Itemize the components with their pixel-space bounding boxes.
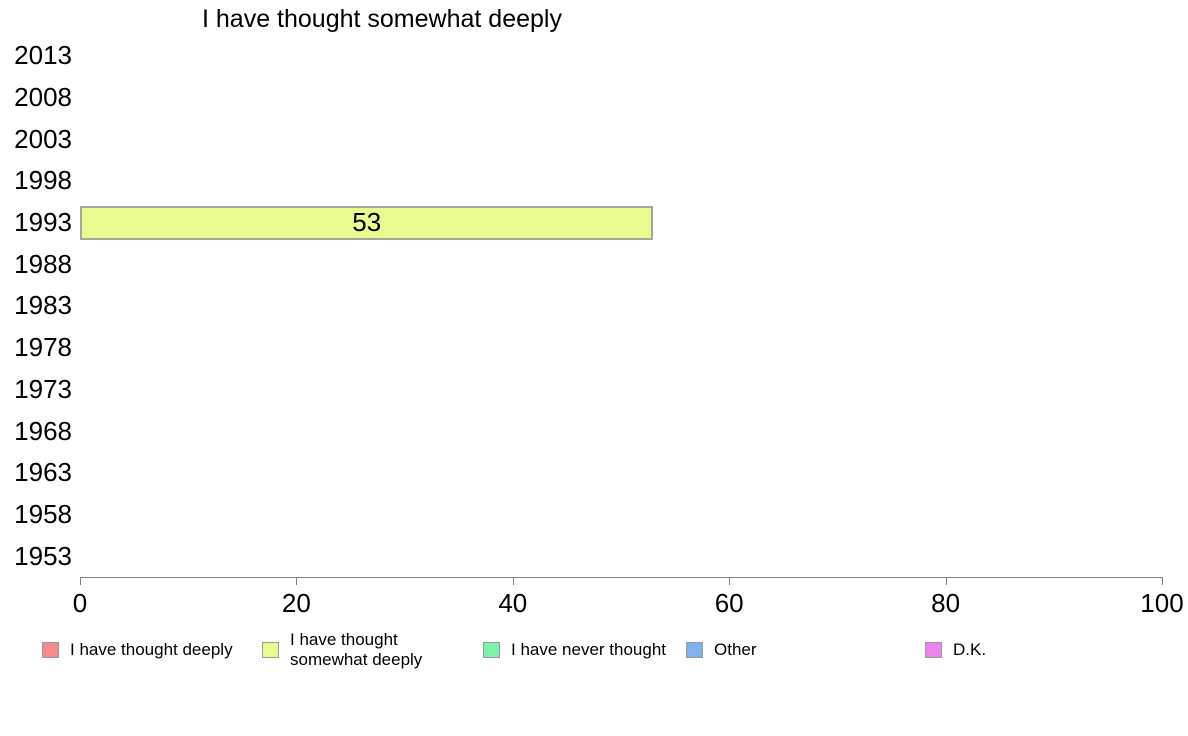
y-axis-label-1953: 1953 bbox=[14, 540, 72, 571]
x-tick-40 bbox=[512, 577, 514, 585]
bar-1993: 53 bbox=[80, 205, 654, 240]
x-tick-100 bbox=[1162, 577, 1163, 585]
x-axis-line bbox=[80, 577, 1162, 578]
chart-title: I have thought somewhat deeply bbox=[202, 5, 562, 33]
legend-label: I have thought somewhat deeply bbox=[290, 629, 423, 669]
legend-swatch-icon bbox=[686, 642, 703, 658]
legend-label: Other bbox=[714, 639, 757, 659]
x-tick-label-80: 80 bbox=[931, 588, 961, 618]
x-axis: 0 20 40 60 80 100 bbox=[73, 577, 1184, 622]
plot-rows: 53 bbox=[80, 35, 1162, 577]
legend-item-5: D.K. bbox=[925, 628, 986, 672]
x-tick-20 bbox=[296, 577, 298, 585]
bar-row-1988 bbox=[80, 243, 1162, 285]
y-axis-label-1973: 1973 bbox=[14, 373, 72, 404]
y-axis-label-1998: 1998 bbox=[14, 165, 72, 196]
y-axis-label-1963: 1963 bbox=[14, 457, 72, 488]
legend-swatch-icon bbox=[42, 642, 59, 658]
legend: I have thought deeply I have thought some… bbox=[0, 628, 1188, 672]
y-axis-label-1978: 1978 bbox=[14, 332, 72, 363]
x-tick-label-100: 100 bbox=[1140, 588, 1184, 618]
legend-label: I have thought deeply bbox=[70, 639, 233, 659]
bar-value-label: 53 bbox=[352, 207, 382, 238]
legend-item-2: I have thought somewhat deeply bbox=[262, 628, 422, 672]
bar-row-2003 bbox=[80, 118, 1162, 160]
x-tick-80 bbox=[945, 577, 947, 585]
y-axis-label-1993: 1993 bbox=[14, 207, 72, 238]
bar-row-1968 bbox=[80, 410, 1162, 452]
plot-area: 53 bbox=[80, 35, 1162, 577]
x-tick-60 bbox=[729, 577, 731, 585]
y-axis-label-2008: 2008 bbox=[14, 82, 72, 113]
bar-row-1978 bbox=[80, 327, 1162, 369]
bar-row-1983 bbox=[80, 285, 1162, 327]
bar-row-1998 bbox=[80, 160, 1162, 202]
y-axis-label-1958: 1958 bbox=[14, 498, 72, 529]
legend-item-1: I have thought deeply bbox=[42, 628, 233, 672]
y-axis-label-2013: 2013 bbox=[14, 40, 72, 71]
x-tick-0 bbox=[80, 577, 81, 585]
legend-label: D.K. bbox=[953, 639, 987, 659]
legend-item-3: I have never thought bbox=[483, 628, 666, 672]
legend-item-4: Other bbox=[686, 628, 757, 672]
bar-row-2008 bbox=[80, 77, 1162, 119]
y-axis-labels: 2013 2008 2003 1998 1993 1988 1983 1978 1973 1968… bbox=[12, 35, 72, 577]
y-axis-label-1968: 1968 bbox=[14, 415, 72, 446]
y-axis-label-2003: 2003 bbox=[14, 123, 72, 154]
legend-swatch-icon bbox=[483, 642, 500, 658]
bar-row-1973 bbox=[80, 369, 1162, 411]
bar-row-1993: 53 bbox=[80, 202, 1162, 244]
x-tick-label-0: 0 bbox=[72, 588, 88, 618]
legend-swatch-icon bbox=[925, 642, 942, 658]
bar-row-2013 bbox=[80, 35, 1162, 77]
bar-row-1953 bbox=[80, 535, 1162, 577]
bar-row-1958 bbox=[80, 494, 1162, 536]
y-axis-label-1983: 1983 bbox=[14, 290, 72, 321]
x-tick-label-60: 60 bbox=[714, 588, 744, 618]
y-axis-label-1988: 1988 bbox=[14, 248, 72, 279]
legend-swatch-icon bbox=[262, 642, 279, 658]
legend-label: I have never thought bbox=[511, 639, 667, 659]
bar-row-1963 bbox=[80, 452, 1162, 494]
x-tick-label-20: 20 bbox=[281, 588, 311, 618]
x-tick-label-40: 40 bbox=[498, 588, 528, 618]
